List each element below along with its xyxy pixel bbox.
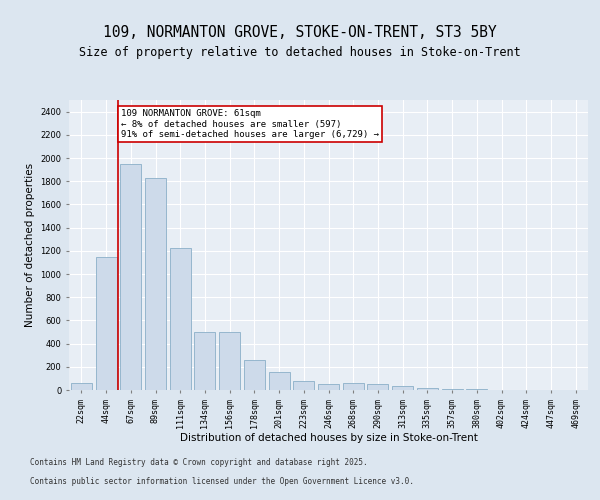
Text: Contains HM Land Registry data © Crown copyright and database right 2025.: Contains HM Land Registry data © Crown c… [30,458,368,467]
Bar [367,384,388,390]
Bar [194,332,215,390]
Bar [71,383,92,390]
X-axis label: Distribution of detached houses by size in Stoke-on-Trent: Distribution of detached houses by size … [179,433,478,443]
Y-axis label: Number of detached properties: Number of detached properties [25,163,35,327]
Text: 109 NORMANTON GROVE: 61sqm
← 8% of detached houses are smaller (597)
91% of semi: 109 NORMANTON GROVE: 61sqm ← 8% of detac… [121,110,379,139]
Bar [392,386,413,390]
Bar [120,164,141,390]
Text: Contains public sector information licensed under the Open Government Licence v3: Contains public sector information licen… [30,476,414,486]
Bar [293,380,314,390]
Bar [95,256,116,390]
Bar [244,360,265,390]
Text: Size of property relative to detached houses in Stoke-on-Trent: Size of property relative to detached ho… [79,46,521,59]
Bar [442,389,463,390]
Bar [343,383,364,390]
Bar [269,372,290,390]
Text: 109, NORMANTON GROVE, STOKE-ON-TRENT, ST3 5BY: 109, NORMANTON GROVE, STOKE-ON-TRENT, ST… [103,25,497,40]
Bar [417,388,438,390]
Bar [219,332,240,390]
Bar [318,384,339,390]
Bar [145,178,166,390]
Bar [170,248,191,390]
